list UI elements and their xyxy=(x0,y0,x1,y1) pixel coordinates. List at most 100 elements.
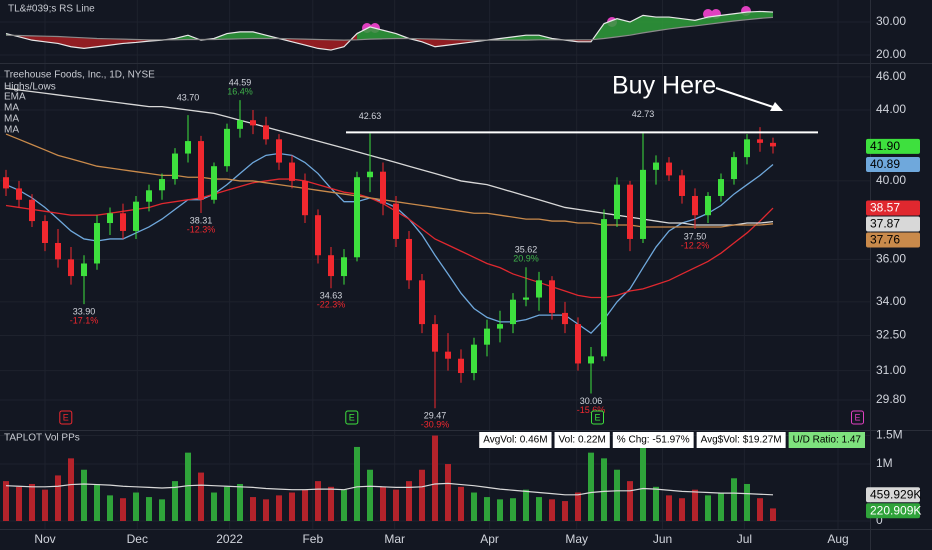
rs-title: TL&#039;s RS Line xyxy=(8,4,95,15)
y-tick-label: 1M xyxy=(876,456,893,470)
low-label: 34.63 xyxy=(320,291,343,301)
candle-body xyxy=(211,166,217,200)
low-label: 29.47 xyxy=(424,411,447,421)
volume-bar xyxy=(614,469,620,521)
volume-bar xyxy=(328,486,334,521)
volume-stat-box xyxy=(696,432,786,448)
price-tag-label: 459.929K xyxy=(870,487,921,501)
low-label: 37.50 xyxy=(684,231,707,241)
rs-fill xyxy=(617,18,630,37)
volume-bar xyxy=(666,495,672,521)
candle-body xyxy=(159,179,165,191)
candle-body xyxy=(94,223,100,264)
volume-bar xyxy=(757,498,763,521)
volume-bar xyxy=(55,475,61,521)
annotation-arrow xyxy=(715,87,777,109)
volume-bar xyxy=(458,486,464,521)
rs-fill xyxy=(253,31,266,39)
y-tick-label: 0 xyxy=(876,513,883,527)
x-tick-label: May xyxy=(565,532,588,546)
volume-bar xyxy=(302,489,308,521)
volume-bar xyxy=(68,458,74,521)
series-line xyxy=(5,10,774,51)
volume-bar xyxy=(198,472,204,521)
price-tag-label: 220.909K xyxy=(870,503,921,517)
volume-stat-box xyxy=(554,432,610,448)
volume-bar xyxy=(536,497,542,521)
candle-body xyxy=(510,299,516,325)
candle-body xyxy=(627,184,633,239)
earnings-box xyxy=(59,410,73,425)
candle-body xyxy=(523,297,529,300)
candle-body xyxy=(536,280,542,298)
rs-fill xyxy=(708,15,721,25)
volume-bar xyxy=(224,486,230,521)
volume-stat-box xyxy=(479,432,552,448)
earnings-label: E xyxy=(63,412,69,422)
y-tick-label: 44.00 xyxy=(876,102,906,116)
candle-body xyxy=(744,139,750,158)
rs-fill xyxy=(71,37,84,49)
rs-fill xyxy=(435,39,448,47)
candle-body xyxy=(250,120,256,126)
rs-fill xyxy=(630,15,643,36)
candle-body xyxy=(198,141,204,200)
volume-bar xyxy=(354,446,360,521)
earnings-box xyxy=(345,410,359,425)
volume-bar xyxy=(185,452,191,521)
price-tag xyxy=(866,487,920,503)
candle-body xyxy=(107,213,113,224)
volume-bar xyxy=(692,489,698,521)
candle-body xyxy=(601,219,607,357)
series-line xyxy=(5,482,774,496)
high-pct: 16.4% xyxy=(227,86,253,96)
candle-body xyxy=(653,162,659,170)
candle-body xyxy=(354,177,360,258)
volume-bar xyxy=(289,492,295,521)
x-tick-label: 2022 xyxy=(216,532,243,546)
high-label: 35.62 xyxy=(515,245,538,255)
y-tick-label: 20.00 xyxy=(876,47,906,61)
x-tick-label: Apr xyxy=(480,532,499,546)
x-tick-label: Aug xyxy=(827,532,848,546)
volume-bar xyxy=(588,452,594,521)
rs-fill xyxy=(357,26,370,40)
earnings-box xyxy=(591,410,604,425)
price-tag xyxy=(866,138,920,154)
volume-stat-box xyxy=(788,432,865,448)
rs-fill xyxy=(643,15,656,33)
rs-fill xyxy=(97,38,110,47)
low-pct: -15.6% xyxy=(577,405,606,415)
volume-bar xyxy=(718,492,724,521)
low-label: 38.31 xyxy=(190,215,213,225)
candle-body xyxy=(302,180,308,216)
y-tick-label: 46.00 xyxy=(876,69,906,83)
volume-bar xyxy=(3,481,9,521)
candle-body xyxy=(146,190,152,202)
price-tag xyxy=(866,216,920,232)
high-label: 42.63 xyxy=(359,111,382,121)
annotation: Buy Here xyxy=(612,72,716,100)
candle-body xyxy=(419,280,425,325)
candle-body xyxy=(42,221,48,243)
low-label: 33.90 xyxy=(73,306,96,316)
rs-fill xyxy=(734,12,747,22)
volume-bar xyxy=(484,497,490,521)
volume-stat: AvgVol: 0.46M xyxy=(483,435,547,446)
volume-bar xyxy=(42,489,48,521)
x-tick-label: Feb xyxy=(302,532,323,546)
legend-item: MA xyxy=(4,114,19,125)
volume-bar xyxy=(497,499,503,521)
rs-fill xyxy=(656,17,669,31)
volume-bar xyxy=(120,498,126,521)
volume-bar xyxy=(679,498,685,521)
volume-bar xyxy=(380,486,386,521)
candle-body xyxy=(367,171,373,178)
legend-item: Highs/Lows xyxy=(4,82,56,93)
volume-bar xyxy=(94,483,100,521)
volume-bar xyxy=(406,481,412,521)
y-tick-label: 40.00 xyxy=(876,173,906,187)
volume-bar xyxy=(341,489,347,521)
